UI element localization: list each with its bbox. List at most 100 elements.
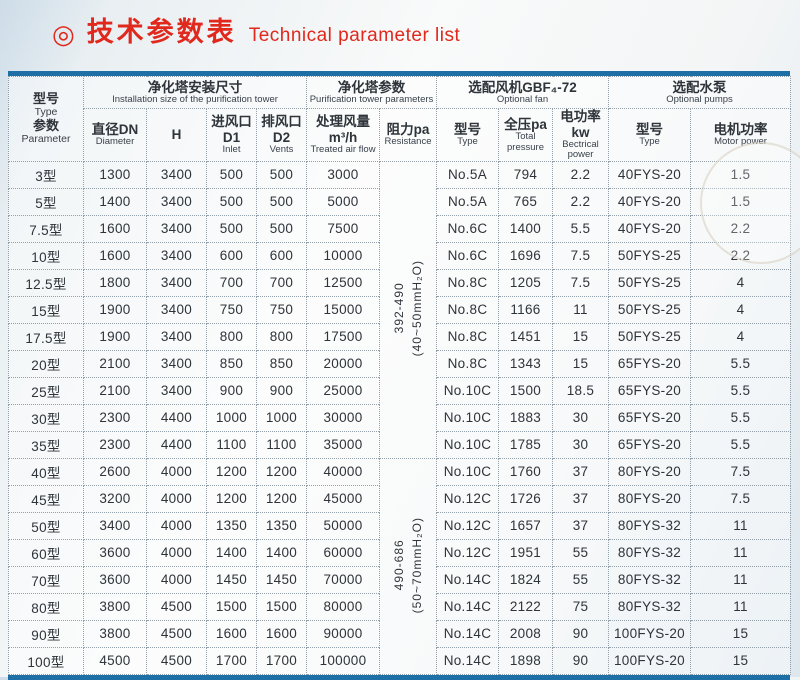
page-title-zh: 技术参数表 <box>86 17 237 47</box>
value-cell: 3400 <box>146 241 207 270</box>
value-cell: 1400 <box>498 214 553 243</box>
value-cell: 12500 <box>306 268 380 297</box>
model-cell: 100型 <box>8 646 84 675</box>
value-cell: No.10C <box>436 403 499 432</box>
value-cell: 1600 <box>256 619 307 648</box>
value-cell: 11 <box>552 295 609 324</box>
value-cell: 17500 <box>306 322 380 351</box>
value-cell: 3800 <box>83 619 147 648</box>
resistance-merged-cell: 490-686 (50~70mmH₂O) <box>379 457 437 675</box>
value-cell: 70000 <box>306 565 380 594</box>
model-cell: 5型 <box>8 187 84 216</box>
value-cell: 65FYS-20 <box>608 430 691 459</box>
value-cell: 11 <box>689 538 792 567</box>
value-cell: No.14C <box>436 565 499 594</box>
value-cell: 900 <box>206 376 257 405</box>
value-cell: 50FYS-25 <box>608 241 691 270</box>
value-cell: 90 <box>552 646 609 675</box>
value-cell: 2600 <box>83 457 147 486</box>
value-cell: No.8C <box>436 349 499 378</box>
value-cell: 40000 <box>306 457 380 486</box>
value-cell: 1883 <box>498 403 553 432</box>
value-cell: 7.5 <box>689 484 792 513</box>
value-cell: 4000 <box>146 511 207 540</box>
value-cell: 25000 <box>306 376 380 405</box>
value-cell: 65FYS-20 <box>608 376 691 405</box>
value-cell: 15 <box>689 646 792 675</box>
value-cell: 3400 <box>146 376 207 405</box>
model-cell: 10型 <box>8 241 84 270</box>
value-cell: No.14C <box>436 619 499 648</box>
model-cell: 50型 <box>8 511 84 540</box>
value-cell: 1200 <box>206 484 257 513</box>
col-header-diameter: 直径DN Diameter <box>83 108 147 162</box>
value-cell: 4000 <box>146 457 207 486</box>
value-cell: 1700 <box>206 646 257 675</box>
value-cell: 500 <box>256 160 307 189</box>
value-cell: 7.5 <box>689 457 792 486</box>
value-cell: 1600 <box>83 241 147 270</box>
value-cell: No.12C <box>436 511 499 540</box>
value-cell: 50FYS-25 <box>608 322 691 351</box>
value-cell: 1898 <box>498 646 553 675</box>
value-cell: 35000 <box>306 430 380 459</box>
value-cell: 5.5 <box>689 430 792 459</box>
value-cell: 2008 <box>498 619 553 648</box>
col-header-vents: 排风口D2 Vents <box>256 108 307 162</box>
value-cell: 50FYS-25 <box>608 295 691 324</box>
value-cell: 1205 <box>498 268 553 297</box>
value-cell: 15000 <box>306 295 380 324</box>
table-row: 25型 2100 3400 900 900 25000 No.10C 1500 18.5 65FY… <box>8 376 792 405</box>
model-cell: 70型 <box>8 565 84 594</box>
value-cell: 11 <box>689 592 792 621</box>
table-row: 10型 1600 3400 600 600 10000 No.6C 1696 7.5 50FYS-… <box>8 241 792 270</box>
value-cell: 3400 <box>146 160 207 189</box>
value-cell: 1100 <box>206 430 257 459</box>
value-cell: 65FYS-20 <box>608 349 691 378</box>
value-cell: 80FYS-32 <box>608 592 691 621</box>
group-header-tower-params: 净化塔参数 Purification tower parameters <box>306 76 437 109</box>
value-cell: 800 <box>206 322 257 351</box>
value-cell: 1400 <box>206 538 257 567</box>
value-cell: 40FYS-20 <box>608 187 691 216</box>
value-cell: 600 <box>256 241 307 270</box>
value-cell: 2100 <box>83 349 147 378</box>
value-cell: No.10C <box>436 457 499 486</box>
value-cell: 1785 <box>498 430 553 459</box>
value-cell: 30 <box>552 430 609 459</box>
model-cell: 60型 <box>8 538 84 567</box>
value-cell: 1451 <box>498 322 553 351</box>
value-cell: 500 <box>206 187 257 216</box>
table-header: 型号 Type 参数 Parameter 净化塔安装尺寸 Installatio… <box>8 76 792 162</box>
value-cell: 5000 <box>306 187 380 216</box>
value-cell: 1800 <box>83 268 147 297</box>
value-cell: 11 <box>689 511 792 540</box>
value-cell: 4500 <box>83 646 147 675</box>
value-cell: No.12C <box>436 538 499 567</box>
value-cell: 1400 <box>256 538 307 567</box>
value-cell: 1200 <box>206 457 257 486</box>
table-row: 30型 2300 4400 1000 1000 30000 No.10C 1883 30 65FY… <box>8 403 792 432</box>
value-cell: 100FYS-20 <box>608 619 691 648</box>
group-header-pumps: 选配水泵 Optional pumps <box>607 76 792 109</box>
model-cell: 3型 <box>8 160 84 189</box>
model-cell: 90型 <box>8 619 84 648</box>
bullseye-icon: ◎ <box>52 19 75 49</box>
value-cell: 1696 <box>498 241 553 270</box>
value-cell: No.14C <box>436 646 499 675</box>
value-cell: 3400 <box>146 322 207 351</box>
value-cell: 4 <box>689 268 792 297</box>
value-cell: 55 <box>552 538 609 567</box>
value-cell: 4 <box>689 322 792 351</box>
model-cell: 15型 <box>8 295 84 324</box>
value-cell: 2100 <box>83 376 147 405</box>
group-header-row: 型号 Type 参数 Parameter 净化塔安装尺寸 Installatio… <box>8 76 792 162</box>
value-cell: 1200 <box>256 484 307 513</box>
value-cell: 850 <box>256 349 307 378</box>
value-cell: 3400 <box>83 511 147 540</box>
value-cell: 1600 <box>83 214 147 243</box>
value-cell: 1.5 <box>689 187 792 216</box>
value-cell: 37 <box>552 457 609 486</box>
value-cell: No.8C <box>436 322 499 351</box>
col-header-fan-power: 电功率kw Bectrical power <box>552 108 609 162</box>
